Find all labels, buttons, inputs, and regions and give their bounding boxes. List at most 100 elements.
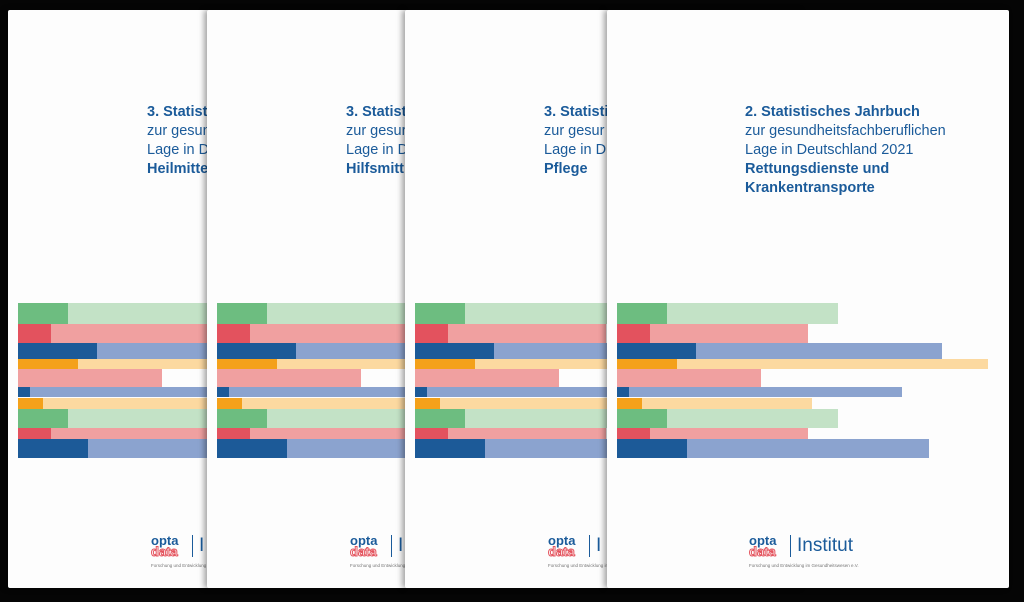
cover-title: 3. Statisti <box>544 104 609 120</box>
logo-tagline: Forschung und Entwicklung im Ge <box>548 563 617 568</box>
bar-stripe <box>617 303 838 324</box>
bar-stripe <box>18 369 162 387</box>
logo-tagline: Forschung und Entwicklung im Gesundheits… <box>749 563 859 568</box>
bar-stripe <box>217 428 408 439</box>
bar-stripe <box>415 359 786 369</box>
logo-institute: I <box>596 535 602 556</box>
bar-stripe <box>415 398 610 409</box>
bar-stripe <box>617 343 942 359</box>
bar-stripe <box>217 359 277 369</box>
logo-tagline: Forschung und Entwicklung im Ge <box>151 563 220 568</box>
bar-stripe <box>415 409 465 428</box>
logo-institute: Institut <box>797 535 853 556</box>
bar-stripe <box>415 428 448 439</box>
bar-stripe <box>18 343 97 359</box>
bar-stripe <box>617 428 808 439</box>
bar-stripe <box>18 303 239 324</box>
logo-data: data <box>151 544 179 559</box>
cover-subtitle: zur gesur <box>544 123 605 139</box>
bar-stripe <box>415 369 559 387</box>
cover-topic: Rettungsdienste und <box>745 161 890 177</box>
bar-stripe <box>415 398 440 409</box>
logo-separator <box>589 535 590 557</box>
cover-subtitle: Lage in D <box>147 142 210 158</box>
bar-stripe <box>217 398 242 409</box>
bar-stripe <box>617 409 667 428</box>
bar-stripe <box>617 324 808 343</box>
bar-stripe <box>415 387 427 397</box>
logo-separator <box>192 535 193 557</box>
bar-stripe <box>415 324 606 343</box>
logo-opta: opta <box>749 533 777 548</box>
cover-subtitle: Lage in Deutschland 2021 <box>745 142 914 158</box>
bar-stripe <box>617 359 988 369</box>
bar-stripe <box>415 439 485 458</box>
logo-separator <box>391 535 392 557</box>
bar-stripe <box>217 303 438 324</box>
bar-stripe <box>617 409 838 428</box>
bar-stripe <box>617 359 677 369</box>
bar-stripe <box>617 303 667 324</box>
bar-stripe <box>18 439 88 458</box>
bar-stripe <box>217 428 250 439</box>
bar-stripe <box>617 398 812 409</box>
bar-stripe <box>415 324 448 343</box>
logo-opta: opta <box>151 533 179 548</box>
bar-stripe <box>18 398 43 409</box>
cover-topic: Heilmitte <box>147 161 209 177</box>
bar-stripe <box>217 324 408 343</box>
cover-subtitle: Lage in D <box>346 142 409 158</box>
logo-data: data <box>548 544 576 559</box>
bar-stripe <box>18 324 51 343</box>
bar-stripe <box>617 439 929 458</box>
bar-stripe <box>18 387 303 397</box>
bar-stripe <box>415 387 700 397</box>
bar-stripe <box>415 428 606 439</box>
cover-title: 3. Statisti <box>346 104 411 120</box>
cover-topic: Hilfsmitt <box>346 161 404 177</box>
cover-topic: Krankentransporte <box>745 180 875 196</box>
bar-stripe <box>18 428 209 439</box>
bar-stripe <box>217 398 412 409</box>
logo-opta: opta <box>548 533 576 548</box>
bar-stripe <box>617 428 650 439</box>
bar-stripe <box>217 369 361 387</box>
cover-subtitle: zur gesun <box>147 123 211 139</box>
logo-data: data <box>350 544 378 559</box>
bar-stripe <box>18 303 68 324</box>
bar-stripe <box>415 343 494 359</box>
bar-stripe <box>217 359 588 369</box>
logo-data: data <box>749 544 777 559</box>
cover-title: 2. Statistisches Jahrbuch <box>745 104 920 120</box>
logo-tagline: Forschung und Entwicklung im Ge <box>350 563 419 568</box>
cover-subtitle: zur gesundheitsfachberuflichen <box>745 123 946 139</box>
bar-stripe <box>415 409 636 428</box>
book-cover: 2. Statistisches Jahrbuch zur gesundheits… <box>607 10 1009 588</box>
cover-subtitle: Lage in D <box>544 142 607 158</box>
bar-stripe <box>18 398 213 409</box>
color-bars <box>617 303 988 458</box>
color-bars <box>217 303 588 458</box>
bar-stripe <box>217 409 438 428</box>
bar-stripe <box>18 409 239 428</box>
color-bars <box>415 303 786 458</box>
bar-stripe <box>217 439 287 458</box>
bar-stripe <box>18 428 51 439</box>
bar-stripe <box>617 343 696 359</box>
logo-institute: I <box>199 535 205 556</box>
bar-stripe <box>18 324 209 343</box>
bar-stripe <box>617 398 642 409</box>
bar-stripe <box>217 409 267 428</box>
logo-institute: I <box>398 535 404 556</box>
bar-stripe <box>217 303 267 324</box>
bar-stripe <box>18 387 30 397</box>
bar-stripe <box>415 359 475 369</box>
logo-separator <box>790 535 791 557</box>
bar-stripe <box>617 369 761 387</box>
bar-stripe <box>18 359 389 369</box>
bar-stripe <box>18 409 68 428</box>
bar-stripe <box>617 387 629 397</box>
cover-topic: Pflege <box>544 161 588 177</box>
bar-stripe <box>617 324 650 343</box>
